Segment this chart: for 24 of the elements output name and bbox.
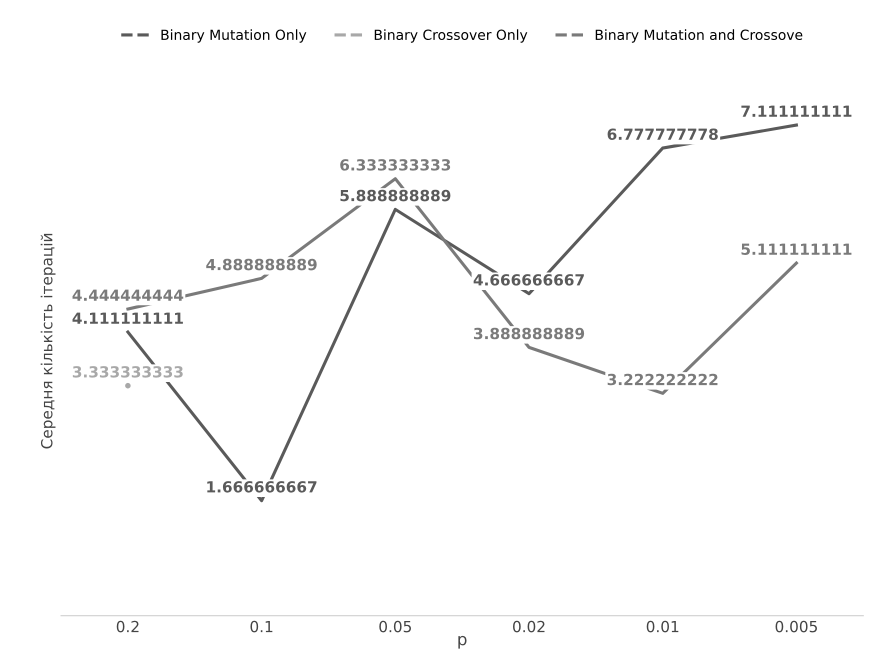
data-label: 4.888888889 <box>206 258 317 270</box>
data-label: 4.444444444 <box>72 290 184 301</box>
x-axis-title: p <box>458 636 467 649</box>
y-axis-title: Середня кількість ітерацій <box>40 234 56 448</box>
data-label: 4.111111111 <box>72 312 183 324</box>
data-label: 1.666666667 <box>207 481 316 493</box>
data-label: 4.666666667 <box>474 274 584 286</box>
x-tick-label: 0.1 <box>250 620 272 632</box>
x-tick-label: 0.2 <box>116 620 139 632</box>
data-label: 3.222222222 <box>608 374 718 386</box>
data-label: 5.888888889 <box>340 190 450 202</box>
data-label: 3.333333333 <box>72 366 183 378</box>
x-tick-label: 0.02 <box>513 620 544 632</box>
legend-label: Binary Mutation and Crossove <box>596 29 802 43</box>
data-label: 5.111111111 <box>742 244 852 255</box>
data-label: 6.333333333 <box>340 159 450 171</box>
x-tick-label: 0.05 <box>379 620 411 632</box>
data-label: 3.888888889 <box>474 328 584 340</box>
legend-label: Binary Mutation Only <box>161 29 306 43</box>
data-label: 7.111111111 <box>741 106 852 117</box>
legend-label: Binary Crossover Only <box>374 29 528 43</box>
x-tick-label: 0.005 <box>776 620 817 632</box>
data-label: 6.777777778 <box>608 128 718 140</box>
x-tick-label: 0.01 <box>646 620 678 632</box>
